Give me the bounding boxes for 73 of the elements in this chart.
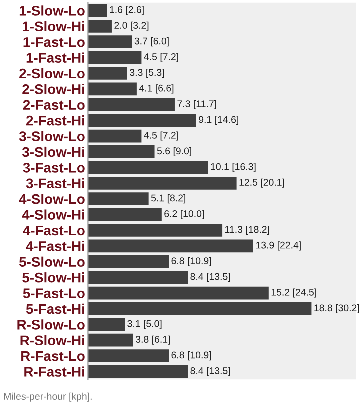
y-tick-label: 2-Fast-Lo	[23, 100, 85, 110]
data-label: 13.9 [22.4]	[256, 242, 301, 251]
y-tick-label: 1-Fast-Lo	[24, 38, 85, 48]
bar	[88, 240, 254, 253]
bar	[88, 208, 162, 222]
data-label: 2.0 [3.2]	[114, 22, 149, 31]
bar	[88, 51, 142, 64]
bar	[88, 286, 269, 300]
data-label: 4.5 [7.2]	[144, 53, 178, 62]
data-label: 7.3 [11.7]	[178, 100, 216, 110]
bar	[88, 192, 149, 206]
y-tick-label: 1-Slow-Hi	[23, 21, 84, 32]
y-tick-label: R-Fast-Lo	[22, 352, 85, 362]
y-tick-label: 3-Slow-Hi	[22, 146, 84, 158]
bar	[88, 36, 132, 49]
data-label: 6.8 [10.9]	[172, 352, 212, 361]
y-tick-label: 4-Fast-Lo	[23, 226, 85, 236]
data-label: 3.8 [6.1]	[136, 336, 170, 345]
y-tick-label: R-Slow-Lo	[18, 320, 85, 330]
data-label: 8.4 [13.5]	[190, 273, 230, 282]
data-label: 8.4 [13.5]	[190, 367, 230, 376]
y-tick-label: 3-Fast-Hi	[26, 178, 84, 189]
data-label: 6.2 [10.0]	[164, 210, 204, 220]
data-label: 9.1 [14.6]	[199, 116, 238, 126]
bar	[88, 334, 134, 347]
y-tick-label: R-Fast-Hi	[24, 366, 84, 377]
bar	[88, 271, 188, 284]
bar	[88, 255, 170, 268]
y-tick-label: R-Slow-Hi	[20, 335, 84, 346]
y-tick-label: 1-Fast-Hi	[26, 52, 84, 63]
y-tick-label: 3-Fast-Lo	[23, 163, 85, 173]
y-tick-label: 5-Slow-Hi	[22, 272, 84, 283]
bar	[88, 350, 170, 362]
bar	[88, 146, 155, 158]
bar	[88, 4, 108, 18]
y-tick-label: 5-Slow-Lo	[20, 256, 85, 268]
data-label: 15.2 [24.5]	[272, 288, 316, 298]
data-label: 6.8 [10.9]	[172, 257, 212, 266]
text: Miles-per-hour [kph].	[4, 392, 92, 402]
bar	[88, 302, 312, 316]
bar	[88, 365, 188, 378]
bar	[88, 82, 137, 96]
bar	[88, 224, 223, 237]
data-label: 12.5 [20.1]	[240, 178, 284, 188]
data-label: 4.5 [7.2]	[144, 132, 178, 141]
bar	[88, 114, 196, 128]
y-tick-label: 4-Slow-Lo	[19, 194, 85, 204]
y-tick-label: 4-Fast-Hi	[26, 241, 84, 252]
data-label: 11.3 [18.2]	[226, 226, 270, 236]
bar	[88, 98, 175, 112]
data-label: 18.8 [30.2]	[314, 304, 360, 314]
y-tick-label: 1-Slow-Lo	[20, 6, 85, 16]
y-tick-label: 5-Fast-Hi	[26, 304, 84, 314]
bar	[88, 67, 128, 80]
data-label: 3.3 [5.3]	[130, 68, 164, 78]
y-tick-label: 2-Slow-Hi	[22, 84, 84, 94]
y-tick-label: 2-Slow-Lo	[20, 68, 85, 79]
data-label: 1.6 [2.6]	[110, 6, 144, 16]
y-tick-label: 3-Slow-Lo	[19, 131, 85, 142]
bar	[88, 20, 112, 33]
bar	[88, 130, 142, 143]
bar	[88, 176, 237, 190]
bar	[88, 318, 126, 332]
data-label: 3.7 [6.0]	[134, 38, 169, 47]
data-label: 4.1 [6.6]	[139, 84, 174, 94]
data-label: 10.1 [16.3]	[211, 163, 256, 172]
y-tick-label: 5-Fast-Lo	[23, 288, 85, 298]
y-tick-label: 2-Fast-Hi	[26, 116, 84, 126]
data-label: 5.6 [9.0]	[157, 147, 192, 157]
bar	[88, 161, 208, 174]
y-tick-label: 4-Slow-Hi	[22, 210, 84, 220]
data-label: 5.1 [8.2]	[151, 194, 186, 204]
data-label: 3.1 [5.0]	[128, 320, 162, 330]
